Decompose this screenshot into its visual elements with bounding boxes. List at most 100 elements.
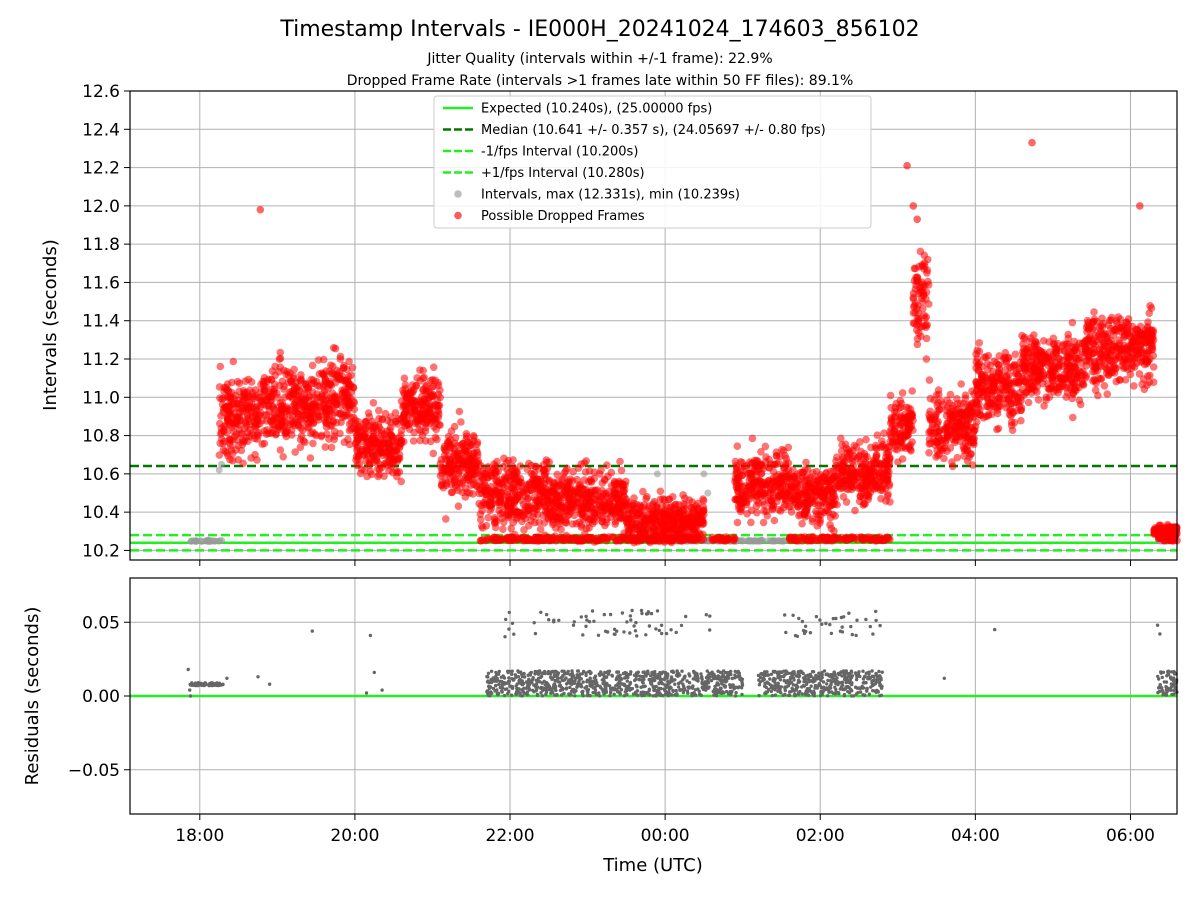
dropped-frame-point xyxy=(1080,371,1088,379)
dropped-frame-point xyxy=(236,426,244,434)
dropped-frame-point xyxy=(442,447,450,455)
dropped-frame-point xyxy=(466,489,474,497)
dropped-frame-point xyxy=(585,491,593,499)
dropped-frame-point xyxy=(1118,322,1126,330)
dropped-frame-point xyxy=(494,536,502,544)
dropped-frame-point xyxy=(394,469,402,477)
dropped-frame-point xyxy=(463,430,471,438)
dropped-frame-point xyxy=(973,382,981,390)
dropped-frame-point xyxy=(362,457,370,465)
dropped-frame-point xyxy=(499,463,507,471)
dropped-frame-point xyxy=(1009,426,1017,434)
dropped-frame-point xyxy=(1001,353,1009,361)
dropped-frame-point xyxy=(1029,384,1037,392)
dropped-frame-point xyxy=(539,512,547,520)
dropped-frame-point xyxy=(692,519,700,527)
dropped-frame-point xyxy=(888,414,896,422)
dropped-frame-point xyxy=(952,437,960,445)
dropped-frame-point xyxy=(978,374,986,382)
dropped-frame-point xyxy=(734,519,742,527)
dropped-frame-point xyxy=(587,534,595,542)
dropped-frame-point xyxy=(843,498,851,506)
dropped-frame-point xyxy=(483,522,491,530)
dropped-frame-point xyxy=(839,468,847,476)
dropped-frame-point xyxy=(342,397,350,405)
dropped-frame-point xyxy=(360,434,368,442)
dropped-frame-point xyxy=(875,459,883,467)
dropped-frame-point xyxy=(1112,326,1120,334)
dropped-frame-point xyxy=(922,324,930,332)
dropped-frame-point xyxy=(1144,318,1152,326)
dropped-frame-point xyxy=(1059,363,1067,371)
dropped-frame-point xyxy=(1103,369,1111,377)
dropped-frame-point xyxy=(1150,378,1158,386)
dropped-frame-point xyxy=(711,536,719,544)
dropped-frame-point xyxy=(376,466,384,474)
dropped-frame-point xyxy=(270,417,278,425)
dropped-frame-point xyxy=(484,514,492,522)
dropped-frame-point xyxy=(639,488,647,496)
dropped-frame-point xyxy=(638,518,646,526)
dropped-frame-point xyxy=(578,523,586,531)
dropped-frame-point xyxy=(381,460,389,468)
dropped-frame-point xyxy=(857,448,865,456)
dropped-frame-point xyxy=(388,455,396,463)
chart-subtitle-jitter: Jitter Quality (intervals within +/-1 fr… xyxy=(426,51,772,67)
dropped-frame-point xyxy=(276,425,284,433)
dropped-frame-point xyxy=(508,466,516,474)
dropped-frame-point xyxy=(467,442,475,450)
dropped-frame-point xyxy=(279,453,287,461)
dropped-frame-point xyxy=(1146,372,1154,380)
dropped-frame-point xyxy=(448,427,456,435)
dropped-frame-point xyxy=(628,515,636,523)
dropped-frame-point xyxy=(590,509,598,517)
dropped-frame-point xyxy=(1113,378,1121,386)
chart-title: Timestamp Intervals - IE000H_20241024_17… xyxy=(279,17,919,42)
dropped-frame-point xyxy=(300,408,308,416)
dropped-frame-point xyxy=(497,489,505,497)
interval-point xyxy=(775,537,782,544)
dropped-frame-point xyxy=(816,519,824,527)
dropped-frame-point xyxy=(261,411,269,419)
dropped-frame-point xyxy=(789,495,797,503)
dropped-frame-point xyxy=(432,434,440,442)
dropped-frame-point xyxy=(619,481,627,489)
dropped-frame-point xyxy=(1070,361,1078,369)
dropped-frame-point xyxy=(507,477,515,485)
dropped-frame-point xyxy=(216,440,224,448)
dropped-frame-point xyxy=(879,487,887,495)
dropped-frame-point xyxy=(318,432,326,440)
dropped-frame-point xyxy=(883,476,891,484)
dropped-frame-point xyxy=(794,488,802,496)
dropped-frame-point xyxy=(668,510,676,518)
dropped-frame-point xyxy=(618,467,626,475)
dropped-frame-point xyxy=(417,427,425,435)
dropped-frame-point xyxy=(490,460,498,468)
dropped-frame-point xyxy=(935,386,943,394)
dropped-frame-point xyxy=(269,367,277,375)
dropped-frame-point xyxy=(889,439,897,447)
dropped-frame-point xyxy=(1098,330,1106,338)
dropped-frame-point xyxy=(264,378,272,386)
dropped-frame-point xyxy=(1112,365,1120,373)
dropped-frame-point xyxy=(640,501,648,509)
dropped-frame-point xyxy=(736,479,744,487)
dropped-frame-point xyxy=(335,410,343,418)
dropped-frame-point xyxy=(448,489,456,497)
dropped-frame-point xyxy=(947,391,955,399)
dropped-frame-point xyxy=(349,364,357,372)
dropped-frame-point xyxy=(831,512,839,520)
dropped-frame-point xyxy=(548,484,556,492)
dropped-frame-point xyxy=(330,417,338,425)
dropped-frame-point xyxy=(769,504,777,512)
dropped-frame-point xyxy=(847,479,855,487)
dropped-frame-point xyxy=(809,484,817,492)
dropped-frame-point xyxy=(345,404,353,412)
dropped-frame-point xyxy=(1021,378,1029,386)
dropped-frame-point xyxy=(559,476,567,484)
dropped-frame-point xyxy=(316,370,324,378)
dropped-frame-point xyxy=(763,481,771,489)
dropped-frame-point xyxy=(876,479,884,487)
dropped-frame-point xyxy=(700,503,708,511)
dropped-frame-point xyxy=(854,455,862,463)
